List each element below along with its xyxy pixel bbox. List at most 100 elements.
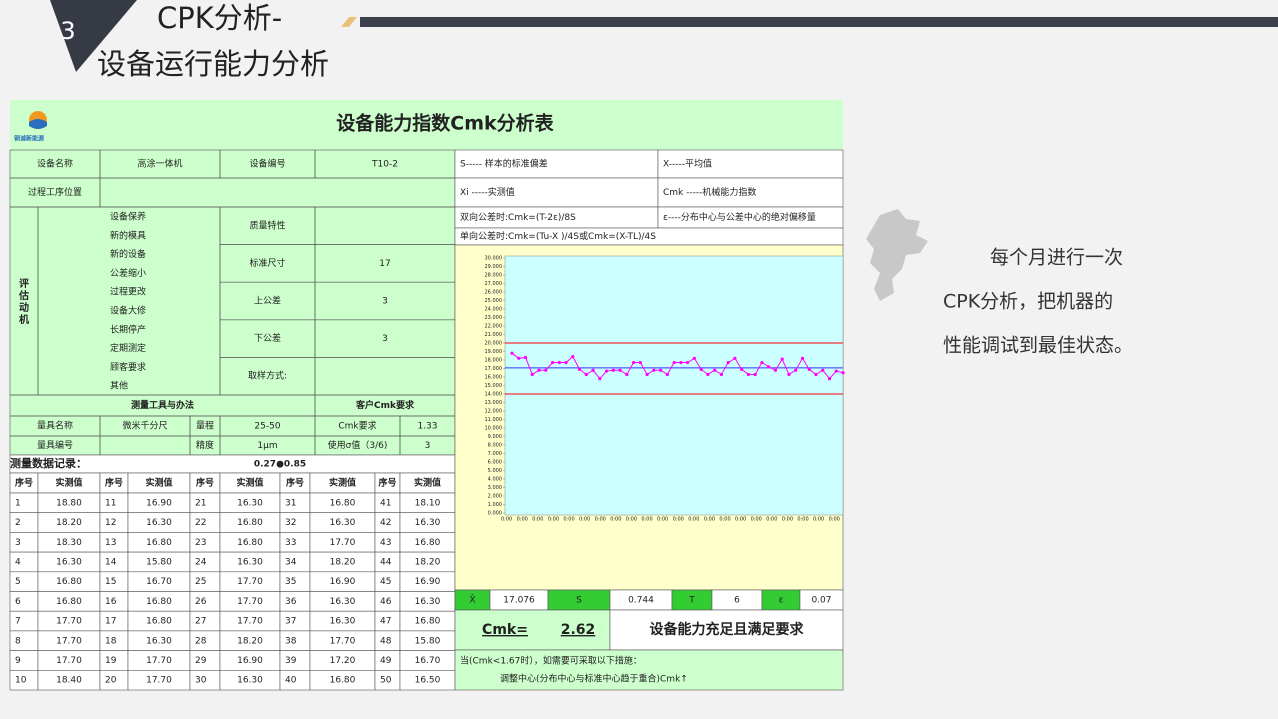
cell-text: 15.80 — [146, 557, 172, 567]
cell-text: 评 — [19, 277, 29, 290]
cell-text: 17.70 — [146, 656, 172, 666]
cell-text: 18.20 — [415, 557, 441, 567]
cell-text: 17 — [379, 259, 390, 269]
x-tick-label: 0:00 — [501, 517, 512, 523]
note-line: 性能调试到最佳状态。 — [943, 335, 1133, 357]
cell-text: 当(Cmk<1.67时），如需要可采取以下措施： — [460, 655, 642, 667]
y-tick-label: 5.000 — [488, 468, 502, 474]
header-bar — [360, 17, 1278, 27]
x-tick-label: 0:00 — [782, 517, 793, 523]
y-tick-label: 27.000 — [485, 281, 503, 287]
data-point — [631, 360, 636, 365]
data-point — [773, 368, 778, 372]
y-tick-label: 18.000 — [485, 358, 503, 364]
cell-text: 36 — [285, 597, 297, 607]
cell-text: 1 — [15, 498, 21, 508]
data-point — [726, 360, 730, 365]
cell-text: T10-2 — [371, 160, 398, 170]
cell-text: 公差缩小 — [110, 267, 146, 279]
cell-text: 16.80 — [56, 597, 82, 607]
cell-text: 18.30 — [56, 538, 82, 548]
data-point — [510, 351, 514, 355]
cell-text: 量具编号 — [37, 439, 73, 451]
data-point — [665, 372, 669, 377]
x-tick-label: 0:00 — [813, 517, 824, 523]
title-line: 设备运行能力分析 — [97, 47, 329, 81]
cell-text: 标准尺寸 — [249, 257, 285, 269]
cell-text: 0.744 — [628, 596, 654, 606]
slide-number: 3 — [60, 17, 75, 45]
cell-text: 17.70 — [237, 617, 263, 627]
cell-text: 18 — [105, 636, 117, 646]
note-line: CPK分析，把机器的 — [943, 291, 1113, 313]
data-point — [523, 355, 528, 360]
cell-text: 15 — [105, 577, 116, 587]
data-point — [692, 356, 696, 360]
cell-text: 测量数据记录： — [10, 456, 87, 470]
cell-text: 16.30 — [330, 597, 356, 607]
data-point — [780, 357, 784, 361]
cell-text: 调整中心(分布中心与标准中心趋于重合)Cmk↑ — [500, 673, 688, 685]
cell-text: 16.50 — [415, 676, 441, 686]
cell-text: 23 — [195, 538, 206, 548]
cell — [454, 177, 659, 208]
cell-text: 16 — [105, 597, 117, 607]
cell-text: 16.30 — [415, 597, 441, 607]
y-tick-label: 19.000 — [485, 349, 503, 355]
cell-text: 27 — [195, 617, 206, 627]
cell-text: 50 — [380, 676, 392, 686]
cell-text: 31 — [285, 498, 296, 508]
y-tick-label: 22.000 — [485, 324, 503, 330]
cell-text: 顾客要求 — [110, 361, 146, 373]
y-tick-label: 14.000 — [485, 392, 503, 398]
cell-text: 序号 — [15, 477, 33, 489]
cell-text: 17.70 — [56, 656, 82, 666]
cell-text: 35 — [285, 577, 296, 587]
data-point — [604, 369, 609, 373]
x-tick-label: 0:00 — [641, 517, 652, 523]
y-tick-label: 10.000 — [485, 426, 503, 432]
sheet-title: 设备能力指数Cmk分析表 — [336, 112, 554, 135]
data-point — [638, 360, 642, 365]
cell-text: 16.90 — [237, 656, 263, 666]
data-point — [686, 360, 690, 365]
cell-text: 质量特性 — [249, 219, 285, 231]
data-point — [841, 371, 845, 375]
cell-text: 5 — [15, 577, 21, 587]
cell — [454, 609, 611, 651]
y-tick-label: 15.000 — [485, 383, 503, 389]
y-tick-label: 29.000 — [485, 264, 503, 270]
cell-text: 量程 — [196, 421, 214, 432]
x-tick-label: 0:00 — [548, 517, 559, 523]
cell-text: 40 — [285, 676, 297, 686]
cell-text: 45 — [380, 577, 391, 587]
data-point — [517, 356, 521, 360]
cell-text: 16.80 — [56, 577, 82, 587]
x-tick-label: 0:00 — [688, 517, 699, 523]
cell-text: 3 — [382, 297, 388, 307]
x-tick-label: 0:00 — [517, 517, 528, 523]
y-tick-label: 23.000 — [485, 315, 503, 321]
cell-text: 18.80 — [56, 498, 82, 508]
data-point — [611, 368, 615, 372]
y-tick-label: 3.000 — [488, 485, 502, 491]
data-point — [564, 360, 568, 365]
cell-text: S — [576, 596, 582, 606]
data-point — [672, 360, 676, 365]
map-icon — [866, 209, 928, 301]
cell-text: 32 — [285, 518, 296, 528]
cell-text: 16.80 — [146, 538, 172, 548]
cell-text: 49 — [380, 656, 392, 666]
data-point — [598, 377, 602, 381]
cell-text: 22 — [195, 518, 206, 528]
cell-text: 2.62 — [561, 622, 596, 638]
cell-text: 30 — [195, 676, 207, 686]
cell-text: ε----分布中心与公差中心的绝对偏移量 — [663, 211, 816, 223]
cell-text: 46 — [380, 597, 392, 607]
cell-text: 16.30 — [237, 498, 263, 508]
data-point — [584, 372, 588, 377]
cell-text: 4 — [15, 557, 21, 567]
cell-text: 20 — [105, 676, 117, 686]
cell-text: 18.40 — [56, 676, 82, 686]
cell-text: 11 — [105, 498, 116, 508]
